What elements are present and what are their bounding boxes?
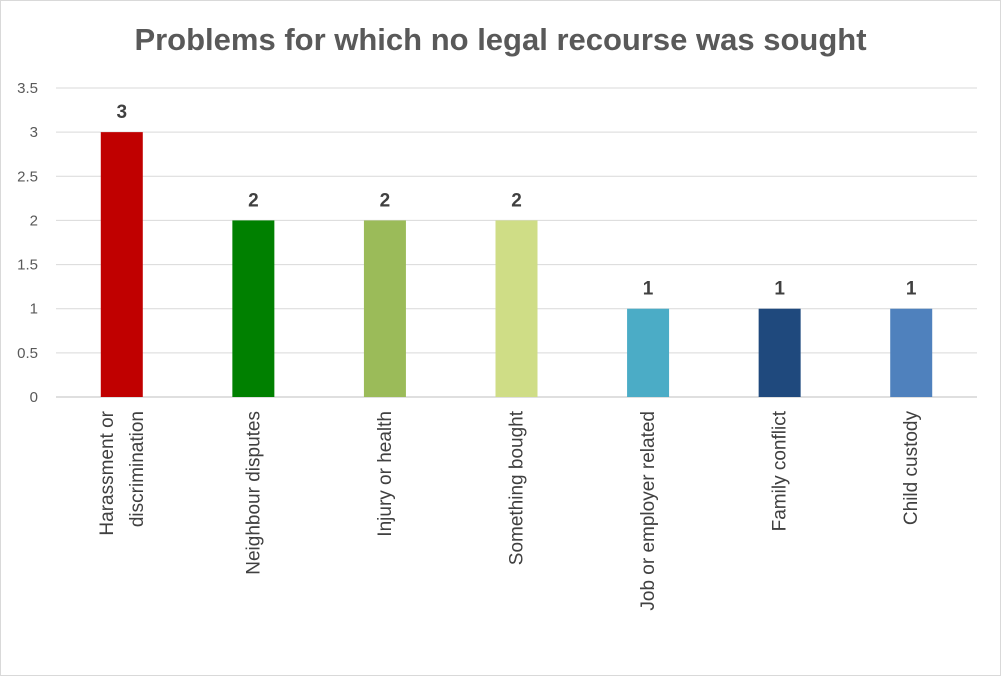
y-tick-label: 3 [30,124,38,141]
bar [495,220,538,397]
bar [890,308,933,397]
data-label: 1 [774,279,785,300]
y-tick-label: 0 [30,389,38,406]
bar [363,220,406,397]
x-axis: Harassment or discrimination Neighbour dis… [97,410,922,610]
y-tick-label: 3.5 [17,80,38,97]
x-tick-label: Injury or health [375,411,396,537]
bar [627,308,670,397]
y-tick-label: 2 [30,212,38,229]
x-tick-label: discrimination [127,411,148,527]
data-label: 2 [380,190,391,211]
x-tick-label: Harassment or [97,410,118,535]
y-tick-label: 1 [30,301,38,318]
bar [232,220,275,397]
data-label: 2 [248,190,259,211]
data-label: 3 [116,102,127,123]
data-label: 2 [511,190,522,211]
x-tick-label: Family conflict [770,410,791,531]
y-tick-label: 0.5 [17,345,38,362]
bar [100,132,143,397]
x-tick-label: Child custody [901,411,922,526]
bar [758,308,801,397]
chart-title: Problems for which no legal recourse was… [134,22,867,57]
data-label: 1 [643,279,654,300]
data-label: 1 [906,279,917,300]
y-tick-label: 1.5 [17,257,38,274]
y-tick-label: 2.5 [17,168,38,185]
x-tick-label: Something bought [507,410,528,565]
data-labels: 3 2 2 2 1 1 1 [116,102,916,300]
y-axis: 0 0.5 1 1.5 2 2.5 3 3.5 [17,80,38,406]
x-tick-label: Neighbour disputes [243,411,264,575]
x-tick-label: Job or employer related [638,411,659,611]
bars [100,132,933,397]
